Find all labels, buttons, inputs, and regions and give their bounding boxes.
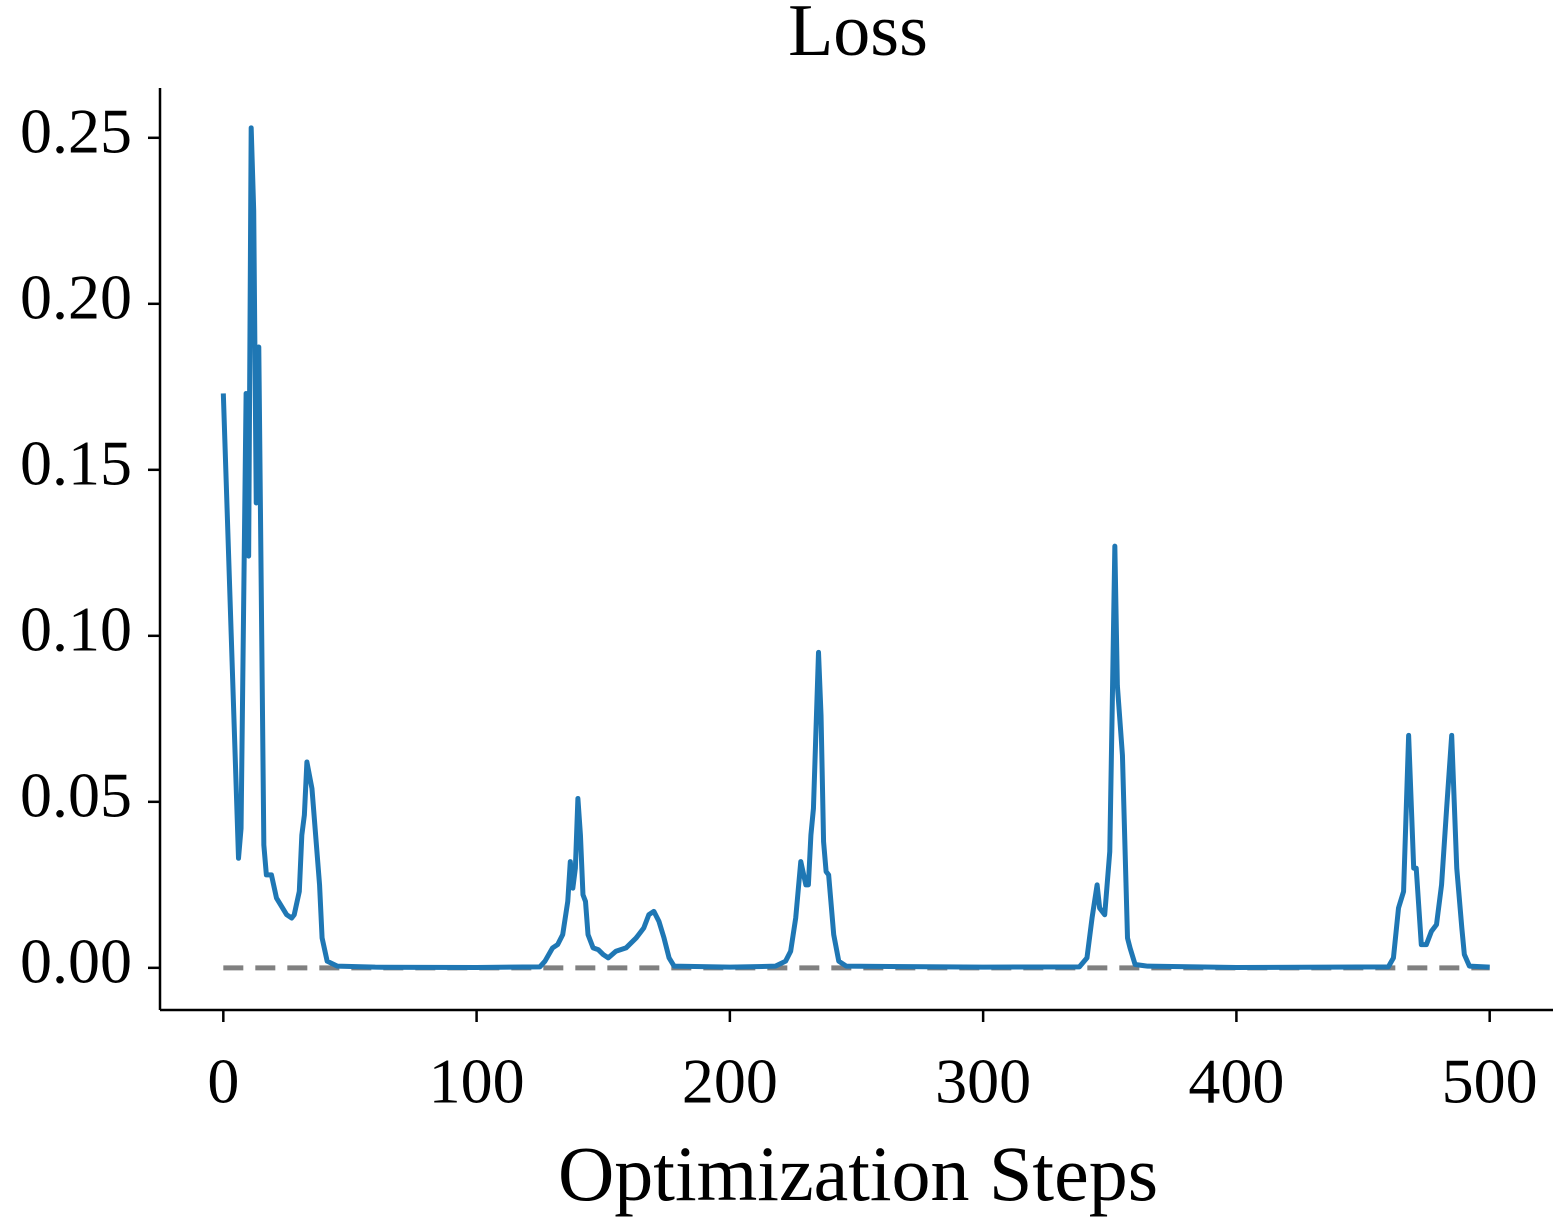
x-tick-label: 400 — [1188, 1046, 1284, 1117]
y-tick-label: 0.05 — [20, 760, 132, 831]
loss-line — [220, 125, 1490, 970]
y-tick-label: 0.10 — [20, 594, 132, 665]
y-tick-label: 0.25 — [20, 95, 132, 166]
chart-title: Loss — [788, 0, 928, 72]
x-tick-label: 300 — [935, 1046, 1031, 1117]
x-tick-label: 200 — [682, 1046, 778, 1117]
y-tick-label: 0.20 — [20, 261, 132, 332]
x-tick-label: 500 — [1442, 1046, 1538, 1117]
y-tick-label: 0.15 — [20, 428, 132, 499]
y-tick-label: 0.00 — [20, 926, 132, 997]
x-axis-label: Optimization Steps — [558, 1130, 1158, 1217]
x-tick-label: 100 — [429, 1046, 525, 1117]
x-tick-label: 0 — [207, 1046, 239, 1117]
